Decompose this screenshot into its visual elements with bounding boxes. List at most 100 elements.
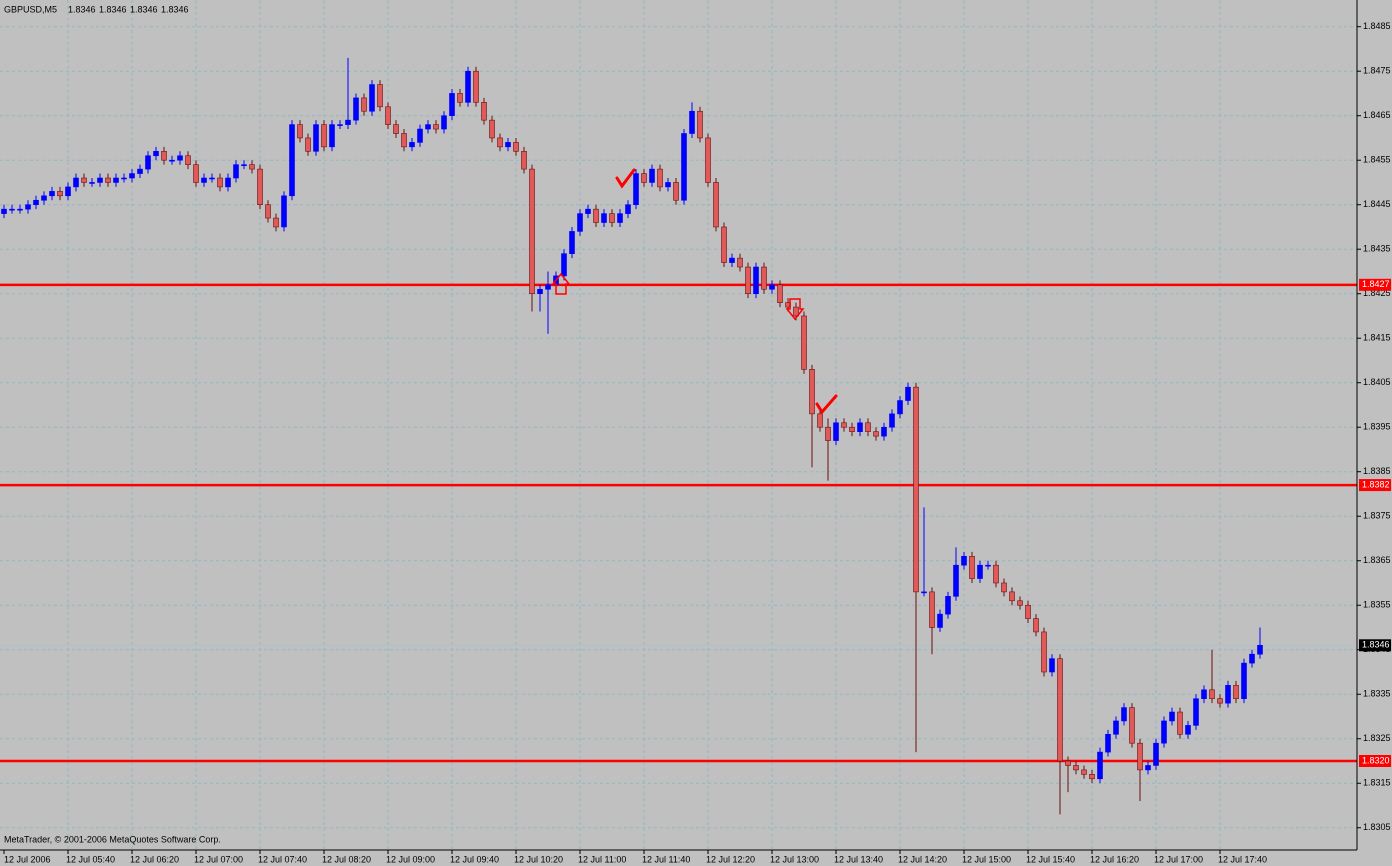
candle-body [1057, 658, 1063, 762]
candle-body [665, 182, 671, 188]
chart-title: GBPUSD,M5 [4, 4, 57, 14]
candle-body [729, 257, 735, 263]
y-tick-label: 1.8365 [1363, 555, 1391, 565]
candle-body [1073, 765, 1079, 771]
candle-body [1145, 765, 1151, 771]
candle-body [393, 124, 399, 134]
candle-body [1129, 707, 1135, 744]
candle-body [609, 213, 615, 223]
candle-body [105, 177, 111, 183]
candle-body [745, 266, 751, 295]
candle-body [321, 124, 327, 148]
candle-body [697, 110, 703, 139]
candle-body [1001, 582, 1007, 593]
candle-body [801, 315, 807, 370]
candle-body [1121, 707, 1127, 722]
candle-body [913, 386, 919, 593]
level-box [1359, 754, 1391, 767]
candle-body [649, 168, 655, 183]
candle-body [113, 177, 119, 183]
candle-body [857, 422, 863, 432]
x-tick-label: 12 Jul 07:00 [194, 854, 243, 864]
candle-body [1105, 733, 1111, 753]
candle-body [753, 266, 759, 295]
candle-body [1153, 742, 1159, 766]
header-close: 1.8346 [161, 4, 189, 14]
candle-body [1097, 751, 1103, 780]
candle-body [1249, 653, 1255, 664]
candle-body [217, 177, 223, 188]
level-box [1359, 278, 1391, 291]
candle-body [721, 226, 727, 263]
candle-body [521, 151, 527, 170]
candle-body [945, 596, 951, 615]
y-tick-label: 1.8355 [1363, 600, 1391, 610]
candle-body [233, 164, 239, 179]
candle-body [529, 168, 535, 295]
candle-body [465, 70, 471, 103]
x-tick-label: 12 Jul 17:40 [1218, 854, 1267, 864]
candle-body [241, 164, 247, 166]
y-tick-label: 1.8445 [1363, 199, 1391, 209]
current-price-label: 1.8346 [1362, 640, 1390, 650]
candle-body [985, 564, 991, 567]
candle-body [1113, 720, 1119, 735]
buy-arrow [551, 272, 571, 295]
candle-body [865, 422, 871, 432]
candle-body [593, 208, 599, 223]
candle-body [361, 97, 367, 112]
candle-body [873, 431, 879, 437]
candle-body [97, 177, 103, 183]
x-tick-label: 12 Jul 05:40 [66, 854, 115, 864]
candle-body [129, 173, 135, 179]
candle-body [177, 155, 183, 161]
candle-body [377, 84, 383, 108]
candle-body [809, 369, 815, 415]
y-tick-label: 1.8485 [1363, 21, 1391, 31]
level-label: 1.8382 [1362, 479, 1390, 489]
candle-body [937, 613, 943, 628]
y-tick-label: 1.8385 [1363, 466, 1391, 476]
candle-body [625, 204, 631, 214]
candle-body [889, 413, 895, 428]
candle-body [433, 124, 439, 130]
candle-body [657, 168, 663, 188]
candle-body [201, 177, 207, 183]
x-tick-label: 12 Jul 15:40 [1026, 854, 1075, 864]
signal-icons [551, 272, 805, 321]
candle-body [641, 173, 647, 183]
candle-body [617, 213, 623, 223]
candle-body [273, 217, 279, 228]
candle-body [409, 142, 415, 148]
candle-body [1169, 711, 1175, 722]
candle-body [41, 195, 47, 201]
candle-body [265, 204, 271, 219]
candle-body [561, 253, 567, 277]
candle-body [9, 208, 15, 211]
candle-body [289, 124, 295, 197]
candle-body [1081, 769, 1087, 775]
candle-body [81, 177, 87, 183]
candle-body [369, 84, 375, 112]
candle-body [337, 124, 343, 126]
candle-body [209, 177, 215, 180]
header-open: 1.8346 [68, 4, 96, 14]
candle-body [257, 168, 263, 206]
candle-body [601, 213, 607, 223]
candle-body [585, 208, 591, 214]
candle-body [505, 142, 511, 148]
candle-body [89, 182, 95, 184]
candle-body [489, 119, 495, 139]
candle-body [313, 124, 319, 152]
candle-body [793, 306, 799, 317]
y-tick-label: 1.8305 [1363, 822, 1391, 832]
candle-body [1137, 742, 1143, 771]
candle-body [1049, 658, 1055, 673]
header-low: 1.8346 [130, 4, 158, 14]
x-tick-label: 12 Jul 15:00 [962, 854, 1011, 864]
candle-body [305, 137, 311, 152]
candle-body [249, 164, 255, 170]
x-tick-label: 12 Jul 17:00 [1154, 854, 1203, 864]
candle-body [1033, 618, 1039, 633]
